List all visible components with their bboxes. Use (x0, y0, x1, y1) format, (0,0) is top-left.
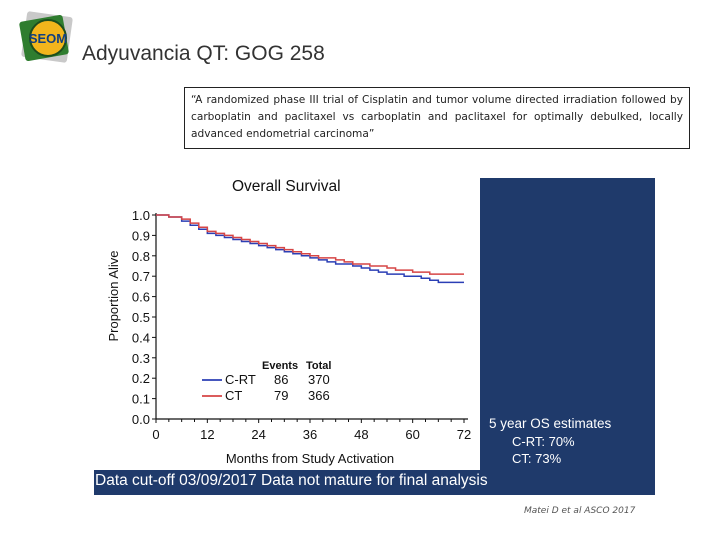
y-tick-label: 1.0 (132, 208, 150, 223)
legend-name-0: C-RT (225, 372, 256, 387)
x-axis-label: Months from Study Activation (226, 451, 394, 466)
legend-events-1: 79 (274, 388, 288, 403)
legend-total-0: 370 (308, 372, 330, 387)
x-tick-label: 24 (251, 427, 265, 442)
plot-card: Overall Survival Proportion Alive Months… (94, 178, 480, 470)
y-tick-label: 0.1 (132, 392, 150, 407)
axes-group: 0.0 0.1 0.2 0.3 0.4 0.5 0.6 0.7 0.8 0.9 1.0 0 12 24 36… (132, 208, 471, 442)
legend-events-0: 86 (274, 372, 288, 387)
y-tick-label: 0.5 (132, 310, 150, 325)
y-tick-label: 0.2 (132, 371, 150, 386)
study-quote-box: “A randomized phase III trial of Cisplat… (184, 87, 690, 149)
y-tick-label: 0.4 (132, 330, 150, 345)
x-tick-label: 0 (152, 427, 159, 442)
os-estimate-crt: C-RT: 70% (512, 434, 575, 449)
x-tick-label: 36 (303, 427, 317, 442)
y-axis-label: Proportion Alive (106, 250, 121, 341)
legend-name-1: CT (225, 388, 242, 403)
slide-title: Adyuvancia QT: GOG 258 (82, 42, 325, 65)
x-tick-label: 60 (405, 427, 419, 442)
y-tick-label: 0.0 (132, 412, 150, 427)
legend: Events Total C-RT 86 370 CT 79 366 (202, 360, 331, 403)
os-estimate-ct: CT: 73% (512, 451, 562, 466)
y-tick-label: 0.6 (132, 290, 150, 305)
os-estimates-title: 5 year OS estimates (489, 416, 612, 431)
citation: Matei D et al ASCO 2017 (524, 506, 636, 516)
y-tick-label: 0.8 (132, 249, 150, 264)
x-tick-label: 12 (200, 427, 214, 442)
legend-header-total: Total (306, 360, 331, 372)
legend-header-events: Events (262, 360, 298, 372)
chart-panel: Overall Survival Proportion Alive Months… (94, 178, 655, 495)
survival-plot: Proportion Alive Months from Study Activ… (106, 208, 471, 466)
seom-logo: SEOM (19, 11, 73, 63)
x-tick-label: 48 (354, 427, 368, 442)
y-tick-label: 0.7 (132, 269, 150, 284)
data-cutoff-caption: Data cut-off 03/09/2017 Data not mature … (95, 472, 488, 489)
series-line-c-rt (156, 214, 464, 284)
y-tick-label: 0.9 (132, 228, 150, 243)
legend-total-1: 366 (308, 388, 330, 403)
series-line-ct (156, 214, 464, 275)
y-tick-label: 0.3 (132, 351, 150, 366)
series-lines (156, 214, 464, 284)
svg-text:SEOM: SEOM (29, 31, 67, 46)
x-tick-label: 72 (457, 427, 471, 442)
chart-title: Overall Survival (232, 178, 341, 195)
